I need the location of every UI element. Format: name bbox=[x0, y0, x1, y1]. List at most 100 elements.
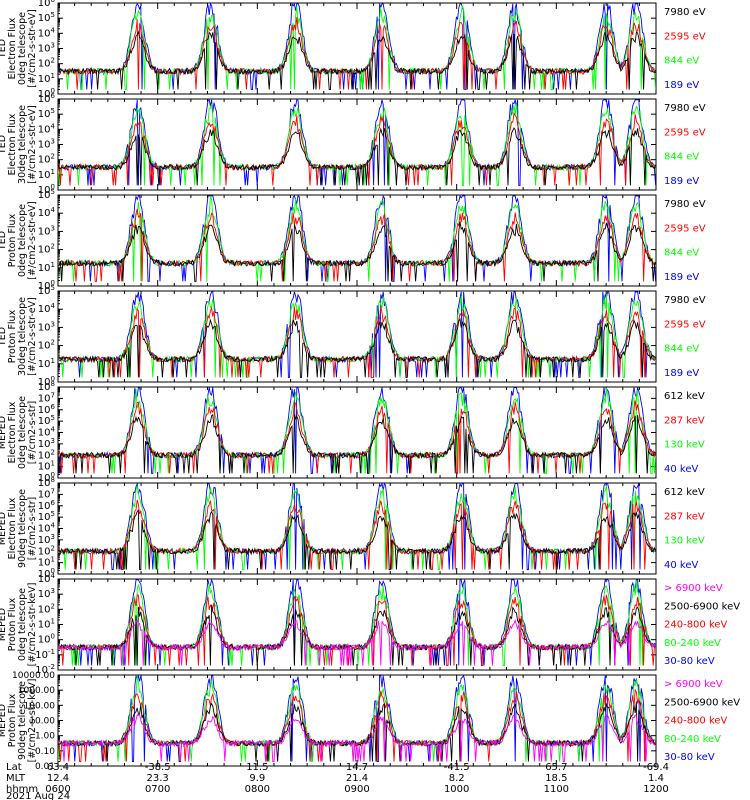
y-tick-label: 100 bbox=[38, 87, 55, 100]
legend-entry: > 6900 keV bbox=[664, 583, 723, 594]
footer-hhmm-value: 1100 bbox=[544, 784, 569, 795]
legend-entry: 7980 eV bbox=[664, 7, 706, 18]
footer-mlt-value: 23.3 bbox=[147, 773, 169, 784]
y-tick-label: 108 bbox=[38, 380, 55, 393]
y-tick-label: 104 bbox=[38, 26, 56, 39]
y-tick-label: 102 bbox=[38, 339, 55, 352]
y-tick-label: 101 bbox=[38, 72, 55, 85]
footer-mlt-value: 18.5 bbox=[545, 773, 567, 784]
legend-entry: 7980 eV bbox=[664, 103, 706, 114]
footer-row-label-hhmm: hhmm bbox=[6, 784, 38, 795]
y-tick-label: 100 bbox=[38, 279, 55, 292]
legend-entry: 2595 eV bbox=[664, 127, 706, 138]
y-tick-label: 10.00 bbox=[29, 717, 55, 727]
legend-entry: 2595 eV bbox=[664, 31, 706, 42]
y-axis-label: MEPEDProton Flux0deg telescope[#/cm2-s-s… bbox=[0, 583, 38, 667]
series-magenta bbox=[58, 713, 656, 762]
footer-mlt-value: 9.9 bbox=[249, 773, 265, 784]
series-black bbox=[58, 221, 656, 282]
legend-entry: 844 eV bbox=[664, 56, 699, 67]
footer-row-label-lat: Lat bbox=[6, 762, 22, 773]
legend-entry: 189 eV bbox=[664, 80, 699, 91]
series-green bbox=[58, 484, 656, 570]
y-axis-label: MEPEDElectron Flux0deg telescope[#/cm2-s… bbox=[0, 396, 38, 469]
legend-entry: 2500-6900 keV bbox=[664, 601, 740, 612]
y-tick-label: 102 bbox=[38, 544, 55, 557]
plot-area bbox=[58, 483, 656, 570]
y-tick-label: 100 bbox=[38, 633, 55, 646]
y-tick-label: 100 bbox=[38, 183, 55, 196]
series-black bbox=[58, 317, 656, 378]
series-red bbox=[58, 688, 656, 762]
legend-entry: 612 keV bbox=[664, 487, 705, 498]
y-tick-label: 106 bbox=[38, 499, 56, 512]
legend-entry: 80-240 keV bbox=[664, 734, 721, 745]
plot-area bbox=[58, 195, 656, 282]
y-tick-label: 106 bbox=[38, 403, 56, 416]
y-tick-label: 103 bbox=[38, 587, 55, 600]
y-tick-label: 108 bbox=[38, 476, 55, 489]
footer-hhmm-value: 1000 bbox=[444, 784, 469, 795]
y-tick-label: 101 bbox=[38, 556, 55, 569]
plot-area bbox=[58, 291, 656, 378]
footer-hhmm-value: 0700 bbox=[145, 784, 170, 795]
y-tick-label: 100 bbox=[38, 471, 55, 484]
legend-entry: 7980 eV bbox=[664, 295, 706, 306]
y-tick-label: 102 bbox=[38, 57, 55, 70]
y-tick-label: 105 bbox=[38, 414, 55, 427]
legend-entry: 2500-6900 keV bbox=[664, 697, 740, 708]
plot-area bbox=[58, 675, 656, 762]
footer-layer: Lat MLT hhmm 2021 Aug 24 63.4 -38.5 11.5 14… bbox=[6, 762, 669, 800]
y-tick-label: 104 bbox=[38, 522, 56, 535]
y-tick-label: 104 bbox=[38, 302, 56, 315]
legend-entry: 30-80 keV bbox=[664, 656, 715, 667]
y-tick-label: 104 bbox=[38, 122, 56, 135]
plot-area bbox=[58, 579, 656, 666]
legend-entry: 189 eV bbox=[664, 176, 699, 187]
y-tick-label: 107 bbox=[38, 391, 55, 404]
y-tick-label: 104 bbox=[38, 206, 56, 219]
footer-lat-value: -69.4 bbox=[643, 762, 669, 773]
y-tick-label: 106 bbox=[38, 0, 56, 9]
series-red bbox=[58, 400, 656, 474]
y-tick-label: 105 bbox=[38, 284, 55, 297]
y-tick-label: 105 bbox=[38, 11, 55, 24]
legend-entry: 40 keV bbox=[664, 464, 698, 475]
series-black bbox=[58, 127, 656, 186]
footer-lat-value: 14.7 bbox=[346, 762, 368, 773]
plot-area bbox=[58, 99, 656, 186]
legend-entry: > 6900 keV bbox=[664, 679, 723, 690]
y-tick-label: 100 bbox=[38, 567, 55, 580]
footer-lat-value: -38.5 bbox=[145, 762, 171, 773]
footer-hhmm-value: 1200 bbox=[643, 784, 668, 795]
y-tick-label: 106 bbox=[38, 92, 56, 105]
legend-entry: 240-800 keV bbox=[664, 716, 728, 727]
y-tick-label: 103 bbox=[38, 224, 55, 237]
legend-entry: 612 keV bbox=[664, 391, 705, 402]
series-blue bbox=[58, 195, 656, 282]
y-tick-label: 101 bbox=[38, 618, 55, 631]
series-blue bbox=[58, 291, 656, 378]
y-tick-label: 103 bbox=[38, 138, 55, 151]
y-tick-label: 101 bbox=[38, 168, 55, 181]
legend-entry: 2595 eV bbox=[664, 223, 706, 234]
y-tick-label: 101 bbox=[38, 357, 55, 370]
legend-entry: 40 keV bbox=[664, 560, 698, 571]
legend-entry: 844 eV bbox=[664, 248, 699, 259]
y-tick-label: 104 bbox=[38, 572, 56, 585]
footer-hhmm-value: 0600 bbox=[45, 784, 70, 795]
y-tick-label: 10-2 bbox=[35, 663, 55, 676]
y-axis-label: TEDElectron Flux0deg telescope[#/cm2-s-s… bbox=[0, 9, 38, 88]
series-black bbox=[58, 701, 656, 762]
y-tick-label: 103 bbox=[38, 437, 55, 450]
y-axis-label: TEDProton Flux30deg telescope[#/cm2-s-st… bbox=[0, 297, 38, 376]
panel-5: 100101102103104105106107108MEPEDElectron… bbox=[0, 380, 705, 484]
footer-lat-value: 65.7 bbox=[545, 762, 567, 773]
footer-hhmm-value: 0900 bbox=[344, 784, 369, 795]
y-tick-label: 102 bbox=[38, 153, 55, 166]
y-tick-label: 1.00 bbox=[35, 732, 55, 742]
legend-entry: 844 eV bbox=[664, 152, 699, 163]
